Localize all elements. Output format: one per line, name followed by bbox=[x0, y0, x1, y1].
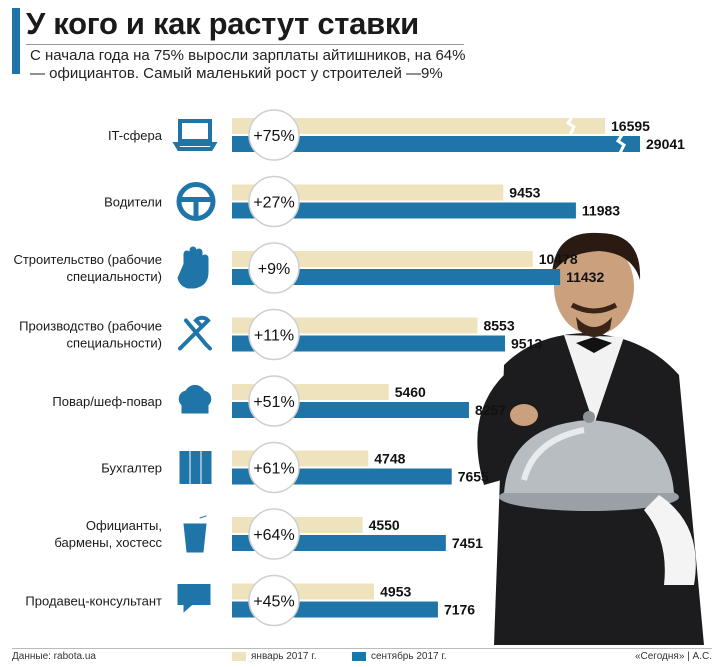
category-label: IT-сфера bbox=[108, 128, 163, 143]
growth-badge bbox=[248, 441, 300, 494]
laptop-icon bbox=[172, 119, 218, 151]
value-label-sep: 8257 bbox=[475, 402, 506, 418]
value-label-sep: 11983 bbox=[582, 203, 620, 219]
value-label-sep: 11432 bbox=[566, 269, 604, 285]
value-label-jan: 5460 bbox=[395, 384, 426, 400]
bar-sep bbox=[232, 335, 506, 352]
category-label-line: Повар/шеф-повар bbox=[52, 394, 162, 409]
growth-label: +9% bbox=[258, 261, 290, 278]
chef-hat-icon bbox=[178, 384, 212, 414]
growth-label: +61% bbox=[253, 461, 294, 478]
category-label-line: Производство (рабочие bbox=[19, 319, 162, 334]
value-label-jan: 4953 bbox=[380, 584, 411, 600]
page-title: У кого и как растут ставки bbox=[26, 6, 419, 41]
category-label-line: Водители bbox=[104, 195, 162, 210]
legend-swatch-jan bbox=[232, 652, 246, 661]
growth-label: +27% bbox=[253, 195, 294, 212]
growth-label: +45% bbox=[253, 594, 294, 611]
category-label: Водители bbox=[104, 195, 162, 210]
waiter-illustration bbox=[477, 232, 704, 645]
value-label-jan: 10478 bbox=[539, 251, 578, 267]
category-label: Строительство (рабочие специальности) bbox=[13, 252, 162, 284]
credit-note: «Сегодня» | А.С. bbox=[634, 651, 712, 662]
subtitle: С начала года на 75% выросли зарплаты ай… bbox=[30, 47, 466, 82]
category-label: Производство (рабочие специальности) bbox=[19, 319, 162, 351]
growth-label: +75% bbox=[253, 128, 294, 145]
value-label-jan: 8553 bbox=[483, 318, 514, 334]
category-label: Повар/шеф-повар bbox=[52, 394, 162, 409]
legend-label-sep: сентябрь 2017 г. bbox=[371, 651, 447, 662]
growth-badge bbox=[248, 242, 300, 294]
growth-badge bbox=[248, 508, 300, 560]
category-label-line: специальности) bbox=[66, 336, 162, 351]
category-label-line: IT-сфера bbox=[108, 128, 163, 143]
work-glove-icon bbox=[177, 246, 209, 289]
value-label-jan: 16595 bbox=[611, 118, 650, 134]
growth-label: +64% bbox=[253, 527, 294, 544]
bar-jan bbox=[232, 118, 605, 134]
drink-glass-icon bbox=[183, 515, 207, 553]
category-label-line: Продавец-консультант bbox=[25, 594, 162, 609]
value-label-sep: 7176 bbox=[444, 602, 475, 618]
title-rule bbox=[26, 44, 464, 45]
category-label: Официанты, бармены, хостесс bbox=[54, 518, 162, 550]
growth-badge bbox=[248, 375, 300, 427]
category-label-line: специальности) bbox=[66, 269, 162, 284]
value-label-jan: 4550 bbox=[369, 517, 400, 533]
value-label-sep: 29041 bbox=[646, 136, 685, 152]
category-label-line: Официанты, bbox=[86, 518, 162, 533]
binders-icon bbox=[179, 451, 212, 484]
axis-break-mark bbox=[565, 116, 576, 136]
value-label-jan: 4748 bbox=[374, 451, 405, 467]
growth-label: +11% bbox=[254, 328, 294, 345]
source-note: Данные: rabota.ua bbox=[12, 651, 96, 662]
value-label-jan: 9453 bbox=[509, 185, 540, 201]
legend-swatch-sep bbox=[352, 652, 366, 661]
bar-jan bbox=[232, 184, 504, 201]
category-label-line: бармены, хостесс bbox=[54, 535, 162, 550]
value-label-sep: 7451 bbox=[452, 535, 483, 551]
legend-item-sep: сентябрь 2017 г. bbox=[352, 651, 447, 662]
category-label-line: Бухгалтер bbox=[101, 461, 162, 476]
bar-sep bbox=[232, 269, 561, 285]
category-label: Продавец-консультант bbox=[25, 594, 162, 609]
footer: Данные: rabota.ua январь 2017 г. сентябр… bbox=[0, 647, 724, 667]
category-label-line: Строительство (рабочие bbox=[13, 252, 162, 267]
value-label-sep: 9513 bbox=[511, 336, 542, 352]
bar-sep bbox=[232, 202, 576, 219]
value-label-sep: 7655 bbox=[458, 469, 489, 485]
legend-item-jan: январь 2017 г. bbox=[232, 651, 316, 662]
chat-bubbles-icon bbox=[177, 584, 211, 613]
wrench-screwdriver-icon bbox=[178, 315, 212, 351]
growth-badge bbox=[248, 109, 300, 161]
growth-badge bbox=[248, 574, 300, 627]
footer-rule bbox=[12, 648, 712, 649]
axis-break-mark bbox=[615, 134, 626, 154]
legend-label-jan: январь 2017 г. bbox=[251, 651, 317, 662]
bar-jan bbox=[232, 251, 533, 267]
steering-wheel-icon bbox=[176, 182, 216, 221]
growth-badge bbox=[248, 175, 300, 228]
growth-label: +51% bbox=[253, 394, 294, 411]
growth-badge bbox=[248, 308, 300, 361]
bar-sep bbox=[232, 136, 640, 152]
category-label: Бухгалтер bbox=[101, 461, 162, 476]
steering-wheel-icon-spokes bbox=[180, 197, 212, 218]
title-accent-bar bbox=[12, 8, 20, 74]
